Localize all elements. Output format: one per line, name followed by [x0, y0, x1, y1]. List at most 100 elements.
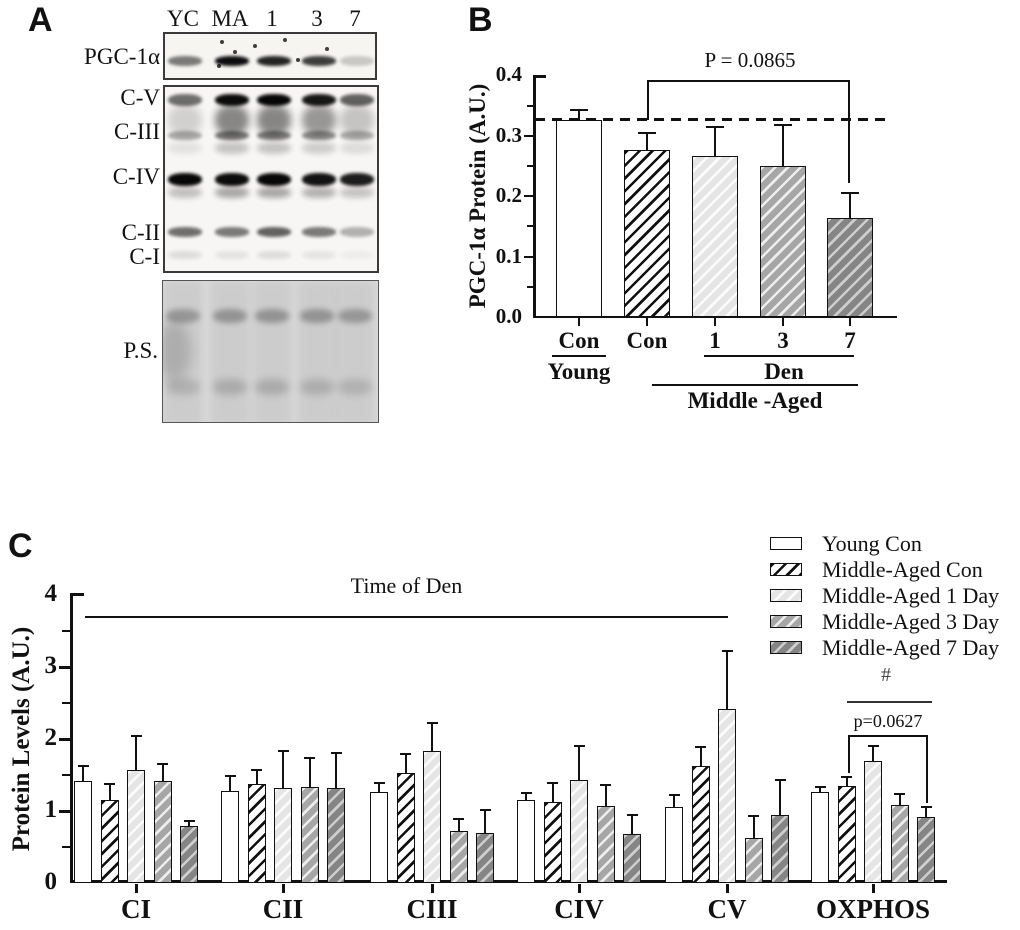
- x-group-label-young: Young: [547, 359, 611, 384]
- legend-swatch: [770, 537, 802, 550]
- western-blot-pgc1a: [163, 32, 377, 80]
- error-bar-line: [431, 721, 433, 751]
- error-bar-cap: [277, 749, 289, 752]
- error-bar-cap: [157, 762, 168, 765]
- error-bar-cap: [894, 793, 905, 795]
- panel-c-x-tick: [726, 884, 729, 893]
- panel-c-bar: [811, 792, 829, 883]
- error-bar-cap: [520, 792, 532, 795]
- blot-band: [168, 56, 202, 66]
- error-bar-cap: [304, 757, 315, 759]
- blot-band: [338, 309, 372, 323]
- panel-b-bar: [624, 149, 670, 317]
- panel-c-x-tick-label: OXPHOS: [815, 894, 930, 924]
- blot-band: [340, 105, 374, 135]
- blot-band: [302, 227, 336, 237]
- blot-band: [340, 227, 374, 237]
- error-bar-cap: [104, 782, 115, 785]
- panel-b-bar: [827, 217, 873, 317]
- blot-band: [215, 142, 249, 154]
- panel-b-y-minor-tick: [527, 225, 533, 228]
- error-bar-line: [484, 808, 486, 834]
- blot-band: [257, 105, 291, 135]
- panel-b-bar: [556, 120, 602, 317]
- panel-c-y-axis-cap: [70, 593, 84, 596]
- panel-b-y-minor-tick: [527, 104, 533, 107]
- error-bar-line: [229, 775, 231, 791]
- error-bar-cap: [600, 783, 611, 786]
- error-bar-cap: [706, 126, 724, 129]
- panel-b-y-tick-label: 0.4: [495, 62, 522, 87]
- blot-band: [215, 131, 249, 140]
- blot-speckle: [283, 38, 287, 42]
- panel-b-bar: [760, 166, 806, 317]
- blot-band: [257, 56, 291, 66]
- blot-band: [168, 131, 202, 140]
- panel-c-bar: [665, 806, 683, 883]
- panel-c-label: C: [8, 527, 33, 565]
- blot-band: [302, 105, 336, 135]
- error-bar-line: [849, 191, 851, 218]
- x-group-label-den: Den: [764, 359, 804, 384]
- panel-b-significance-label: P = 0.0865: [704, 48, 796, 72]
- panel-c-bar: [396, 772, 415, 883]
- error-bar-line: [282, 749, 284, 788]
- error-bar-line: [404, 753, 407, 773]
- error-bar-cap: [426, 721, 438, 724]
- error-bar-line: [726, 650, 728, 710]
- hash-significance-line: [847, 701, 932, 703]
- error-bar-cap: [920, 805, 932, 808]
- blot-band: [215, 105, 249, 135]
- panel-c-bar: [517, 800, 535, 883]
- panel-c-y-tick-label: 4: [44, 580, 58, 607]
- error-bar-line: [578, 744, 580, 781]
- error-bar-line: [673, 793, 675, 807]
- blot-band: [168, 105, 202, 135]
- blot-speckle: [233, 50, 237, 54]
- panel-c-x-axis: [70, 880, 947, 883]
- blot-speckle: [253, 44, 257, 48]
- panel-c-y-tick: [59, 738, 70, 741]
- error-bar-line: [845, 776, 848, 786]
- panel-c-y-minor-tick: [62, 702, 70, 705]
- error-bar-line: [819, 785, 821, 793]
- blot-speckle: [220, 40, 224, 44]
- error-bar-cap: [251, 768, 262, 771]
- panel-b-y-axis-cap: [533, 75, 546, 78]
- panel-c-bar: [327, 787, 345, 883]
- error-bar-cap: [400, 753, 411, 756]
- panel-c-bar: [543, 801, 562, 883]
- blot-band: [215, 173, 249, 186]
- blot-band: [215, 94, 249, 106]
- panel-b-x-tick: [646, 318, 648, 326]
- error-bar-line: [752, 814, 755, 838]
- error-bar-line: [255, 768, 258, 785]
- blot-band: [168, 94, 202, 106]
- panel-c-y-tick-label: 3: [44, 652, 58, 679]
- error-bar-line: [782, 124, 784, 166]
- panel-c-bar: [917, 817, 935, 883]
- panel-c-y-tick-label: 0: [44, 868, 58, 895]
- blot-label-ponceau: P.S.: [123, 338, 158, 363]
- legend-swatch: [770, 589, 802, 602]
- error-bar-line: [335, 751, 337, 788]
- error-bar-line: [779, 778, 781, 815]
- blot-band: [338, 379, 372, 395]
- panel-c-bar: [274, 787, 292, 883]
- panel-c-y-minor-tick: [62, 630, 70, 633]
- panel-c-bar: [771, 814, 789, 883]
- hash-significance-label: #: [881, 664, 891, 686]
- error-bar-cap: [695, 746, 706, 749]
- complex-label: C-I: [129, 244, 160, 269]
- error-bar-cap: [570, 108, 588, 111]
- panel-c-x-tick-label: CIV: [554, 894, 604, 924]
- error-bar-line: [604, 783, 607, 806]
- blot-band: [257, 187, 291, 198]
- panel-c-x-tick: [282, 884, 285, 893]
- blot-band: [302, 173, 336, 186]
- panel-c-bar: [837, 785, 856, 883]
- blot-band: [255, 309, 289, 323]
- panel-c-bar: [744, 837, 763, 883]
- panel-b-x-tick: [714, 318, 716, 326]
- significance-bracket-right: [848, 80, 850, 183]
